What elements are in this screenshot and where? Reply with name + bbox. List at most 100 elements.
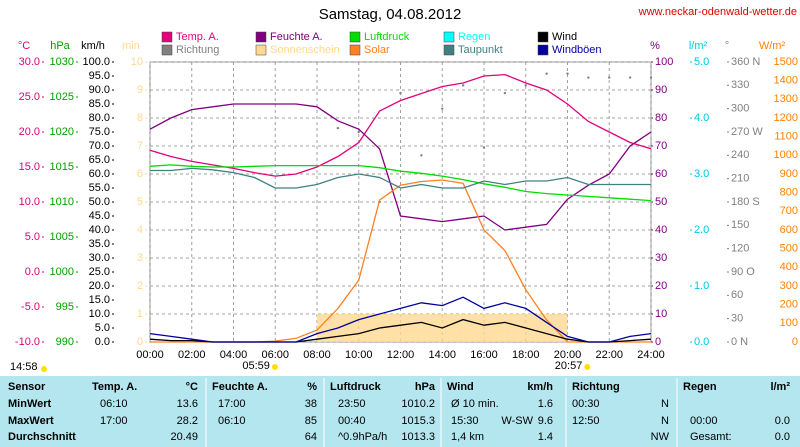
x-tick-label: 16:00 [470, 349, 498, 361]
y-tick-label: 0 [655, 336, 661, 348]
direction-dot [336, 126, 340, 130]
y-tick-label: 100 [655, 56, 673, 68]
table-header: Luftdruck [330, 381, 382, 393]
axis-unit: hPa [50, 40, 70, 52]
table-time: 17:00 [100, 415, 128, 427]
table-unit: °C [186, 381, 198, 393]
series-line [149, 103, 652, 231]
y-tick-label: 30.0 [89, 252, 110, 264]
axis-unit: km/h [81, 40, 105, 52]
y-tick-label: 210 [731, 173, 749, 185]
y-tick-label: 600 [780, 224, 798, 236]
legend-label: Temp. A. [176, 31, 219, 43]
y-tick-label: 180 S [731, 196, 760, 208]
x-tick-label: 02:00 [178, 349, 206, 361]
y-tick-label: 10.0 [19, 196, 40, 208]
y-tick-label: 0.0 [694, 336, 709, 348]
y-tick-label: 2 [137, 280, 143, 292]
table-time: 00:30 [572, 398, 600, 410]
y-tick-label: 500 [780, 243, 798, 255]
table-value: 28.2 [177, 415, 198, 427]
y-tick-label: 1.0 [694, 280, 709, 292]
y-tick-label: 60 [655, 168, 667, 180]
legend-label: Luftdruck [364, 31, 410, 43]
y-tick-label: 50.0 [89, 196, 110, 208]
series-bar [317, 314, 338, 342]
table-value: 20.49 [170, 431, 198, 443]
table-row-label: MaxWert [8, 415, 54, 427]
table-time: 12:50 [572, 415, 600, 427]
sun-time: 20:57 [555, 360, 583, 372]
table-time: 06:10 [218, 415, 246, 427]
y-tick-label: 1030 [50, 56, 74, 68]
legend-label: Feuchte A. [270, 31, 323, 43]
y-tick-label: 25.0 [19, 91, 40, 103]
y-tick-label: 400 [780, 261, 798, 273]
y-tick-label: 995 [56, 301, 74, 313]
y-tick-label: 100 [780, 317, 798, 329]
legend-swatch [537, 44, 549, 56]
table-header: Temp. A. [92, 381, 137, 393]
y-tick-label: 1400 [774, 75, 798, 87]
table-value: 1.4 [538, 431, 553, 443]
table-value: 13.6 [177, 398, 198, 410]
y-tick-label: 120 [731, 243, 749, 255]
legend-label: Windböen [552, 44, 602, 56]
note-time: 14:58 [10, 361, 38, 373]
series-bar [442, 314, 464, 342]
legend-label: Sonnenschein [270, 44, 340, 56]
y-tick-label: 5.0 [95, 322, 110, 334]
legend-swatch [349, 31, 361, 43]
y-tick-label: -5.0 [21, 301, 40, 313]
x-tick-label: 24:00 [637, 349, 665, 361]
series-bar [337, 314, 359, 342]
series-line [149, 73, 652, 177]
y-tick-label: 4.0 [694, 112, 709, 124]
legend-swatch [443, 44, 455, 56]
y-tick-label: 1 [137, 308, 143, 320]
y-tick-label: 1200 [774, 112, 798, 124]
legend-label: Richtung [176, 44, 219, 56]
y-tick-label: 800 [780, 187, 798, 199]
y-tick-label: 40.0 [89, 224, 110, 236]
y-tick-label: 40 [655, 224, 667, 236]
table-value: 0.0 [775, 431, 790, 443]
y-tick-label: 15.0 [89, 294, 110, 306]
legend-swatch [537, 31, 549, 43]
direction-dot [461, 84, 465, 87]
y-tick-label: 5.0 [694, 56, 709, 68]
y-tick-label: 45.0 [89, 210, 110, 222]
y-tick-label: 1010 [50, 196, 74, 208]
legend-swatch [161, 44, 173, 56]
y-tick-label: 270 W [731, 126, 763, 138]
legend-label: Taupunkt [458, 44, 503, 56]
y-tick-label: 85.0 [89, 98, 110, 110]
x-tick-label: 20:00 [554, 349, 582, 361]
series-bar [525, 314, 547, 342]
axis-unit: °C [18, 40, 30, 52]
y-tick-label: 10.0 [89, 308, 110, 320]
y-tick-label: 3 [137, 252, 143, 264]
chart-title: Samstag, 04.08.2012 [319, 6, 462, 23]
legend-label: Wind [552, 31, 577, 43]
table-time: 06:10 [100, 398, 128, 410]
y-tick-label: 300 [780, 280, 798, 292]
y-tick-label: 30 [655, 252, 667, 264]
table-unit: % [307, 381, 317, 393]
y-tick-label: 20.0 [89, 280, 110, 292]
y-tick-label: 65.0 [89, 154, 110, 166]
sun-marker [584, 364, 591, 370]
y-tick-label: 90 O [731, 266, 755, 278]
table-value: 0.0 [775, 415, 790, 427]
axis-unit: min [122, 40, 140, 52]
direction-dot [524, 84, 527, 87]
legend-swatch [255, 44, 267, 56]
y-tick-label: 80.0 [89, 112, 110, 124]
y-tick-label: 240 [731, 149, 749, 161]
table-value: N [661, 415, 669, 427]
y-tick-label: 4 [137, 224, 143, 236]
y-tick-label: 95.0 [89, 70, 110, 82]
table-value: 85 [305, 415, 317, 427]
series-bar [504, 314, 526, 342]
